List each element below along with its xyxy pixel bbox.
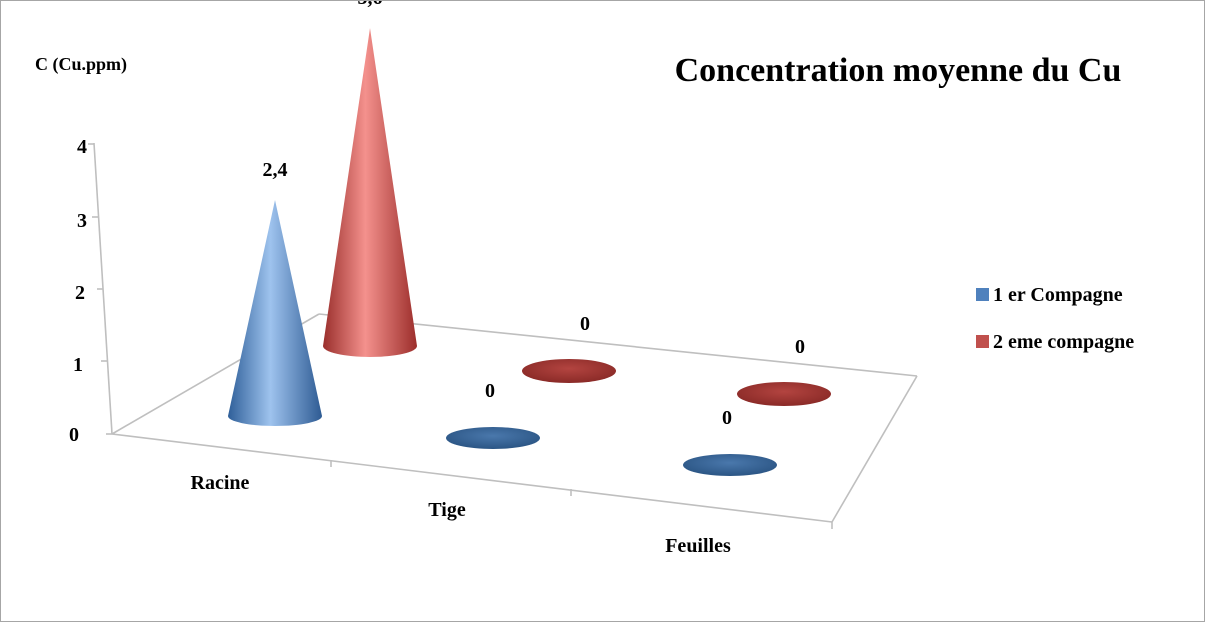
y-tick-label: 2 (75, 282, 85, 304)
legend-swatch (976, 335, 989, 348)
y-tick-label: 3 (77, 210, 87, 232)
y-tick-label: 4 (77, 136, 87, 158)
legend-entry: 1 er Compagne (993, 284, 1123, 306)
legend-swatch (976, 288, 989, 301)
data-label: 0 (795, 336, 805, 358)
cone-mark (228, 200, 322, 426)
zero-disc-mark (522, 359, 616, 383)
x-tick-label: Feuilles (665, 535, 731, 557)
zero-disc-mark (737, 382, 831, 406)
y-axis-label: C (Cu.ppm) (35, 54, 127, 75)
data-label: 0 (722, 407, 732, 429)
floor-back-edge (318, 313, 918, 377)
floor-right-edge (831, 375, 918, 523)
data-label: 3,6 (358, 1, 383, 9)
y-tick-marks (88, 143, 112, 435)
cone-mark (323, 28, 417, 358)
y-tick-label: 0 (69, 424, 79, 446)
chart-title: Concentration moyenne du Cu (675, 52, 1122, 89)
data-label: 0 (485, 380, 495, 402)
zero-disc-mark (446, 427, 540, 449)
cone-marks (228, 28, 831, 476)
y-tick-label: 1 (73, 354, 83, 376)
floor-front-edge (111, 433, 833, 523)
zero-disc-mark (683, 454, 777, 476)
data-label: 0 (580, 313, 590, 335)
text-labels: Concentration moyenne du Cu C (Cu.ppm) 0 1 2… (35, 1, 1134, 557)
x-tick-label: Racine (191, 472, 250, 494)
legend-entry: 2 eme compagne (993, 331, 1134, 353)
x-tick-label: Tige (428, 499, 466, 521)
data-label: 2,4 (263, 159, 288, 181)
